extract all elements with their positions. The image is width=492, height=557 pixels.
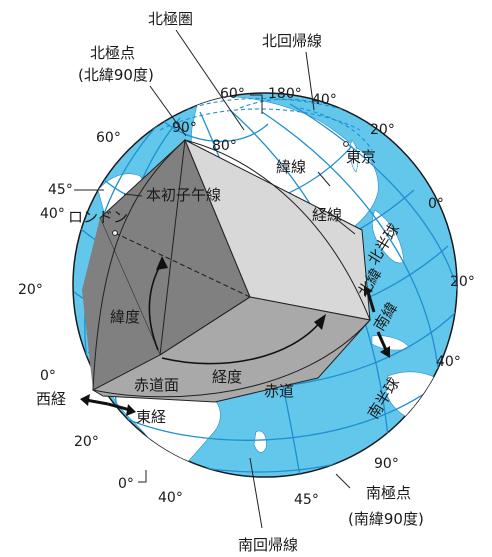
label-lat-0-right: 0° — [428, 196, 444, 212]
label-north-pole-lat: (北緯90度) — [78, 66, 154, 84]
leader-north-pole — [149, 85, 187, 137]
label-lon-40-bottom: 40° — [158, 490, 183, 506]
wedge-right-outline — [184, 139, 371, 321]
london-dot — [112, 230, 118, 236]
label-longitude-line: 経線 — [312, 206, 342, 224]
label-west-longitude: 西経 — [36, 390, 66, 408]
label-lon-45-left: 45° — [48, 182, 73, 198]
label-lon-20-right: 20° — [450, 274, 475, 290]
leader-south-pole — [335, 473, 351, 489]
land-japan — [349, 139, 359, 173]
label-lat-60-top: 60° — [220, 86, 245, 102]
label-latitude-line: 緯線 — [276, 158, 306, 176]
leader-latitude-line — [317, 171, 331, 187]
label-lat-40-top: 40° — [312, 92, 337, 108]
tokyo-dot — [343, 141, 349, 147]
longitude-line-135e — [261, 111, 441, 401]
longitude-back-a — [239, 98, 321, 109]
longitude-arrow-head — [314, 314, 326, 330]
label-lon-20-tr: 20° — [370, 122, 395, 138]
label-lon-40-right: 40° — [436, 354, 461, 370]
leader-longitude-line — [334, 217, 356, 235]
label-lat-40-left: 40° — [40, 206, 65, 222]
wedge-equatorial-plane — [91, 296, 371, 403]
label-lat-80: 80° — [212, 138, 237, 154]
land-madagascar — [253, 430, 267, 453]
label-tropic-of-capricorn: 南回帰線 — [238, 536, 298, 554]
label-prime-meridian: 本初子午線 — [146, 186, 221, 204]
leader-180 — [250, 94, 263, 114]
east-longitude-arrow — [107, 402, 131, 412]
label-east-longitude: 東経 — [136, 408, 166, 426]
label-north-pole: 北極点 — [90, 44, 135, 62]
label-lat-20-bl: 20° — [74, 434, 99, 450]
label-north-polar-circle: 北極圏 — [148, 10, 193, 28]
leader-north-polar-circle — [175, 29, 245, 131]
south-latitude-arrow-head — [380, 346, 390, 358]
label-latitude: 緯度 — [110, 308, 140, 326]
longitude-angle-arrow — [161, 319, 323, 365]
label-london: ロンドン — [68, 208, 128, 226]
label-tropic-of-cancer: 北回帰線 — [262, 32, 322, 50]
wedge-left-face — [82, 218, 160, 390]
east-longitude-arrow-head — [126, 404, 136, 416]
leader-0-bottom — [138, 470, 147, 483]
longitude-back-b — [299, 107, 373, 151]
label-lat-20-left: 20° — [18, 282, 43, 298]
label-equatorial-plane: 赤道面 — [134, 376, 179, 394]
label-longitude: 経度 — [212, 368, 242, 386]
label-lat-90: 90° — [172, 120, 197, 136]
label-south-pole: 南極点 — [366, 484, 411, 502]
latitude-lines-back — [159, 97, 361, 131]
radius-to-london — [114, 232, 251, 298]
label-lat-0-left: 0° — [40, 368, 56, 384]
leader-tropic-capricorn — [249, 457, 263, 529]
latitude-angle-arrow — [148, 261, 163, 351]
leader-prime-meridian — [123, 193, 143, 197]
longitude-lines-back — [239, 98, 373, 151]
north-latitude-arrow — [366, 291, 376, 313]
latitude-arrow-head — [156, 256, 168, 270]
wedge-equator-front-edge — [92, 319, 371, 398]
radius-to-equator — [159, 296, 251, 356]
wedge-left-outline — [92, 139, 186, 391]
wedge-axis — [159, 139, 186, 356]
longitude-line-180 — [289, 103, 457, 331]
tropic-cancer-back — [179, 97, 353, 113]
latitude-line-20s — [111, 371, 453, 441]
latitude-line-80 — [159, 117, 269, 142]
label-tokyo: 東京 — [346, 148, 376, 166]
label-lon-0-bottom: 0° — [118, 476, 134, 492]
label-lat-60-tl: 60° — [96, 130, 121, 146]
north-latitude-arrow-head — [364, 286, 373, 296]
leader-lines — [74, 29, 356, 529]
label-lon-45-bottom: 45° — [294, 492, 319, 508]
label-south-pole-lat: (南緯90度) — [348, 510, 424, 528]
west-longitude-arrow — [85, 398, 109, 406]
south-latitude-arrow — [376, 331, 388, 351]
leader-tropic-cancer — [305, 51, 315, 111]
label-equator: 赤道 — [264, 382, 294, 400]
latitude-back-60 — [159, 108, 361, 131]
label-lon-180: 180° — [268, 86, 302, 102]
label-lat-90-s: 90° — [374, 456, 399, 472]
west-longitude-arrow-head — [80, 394, 90, 406]
